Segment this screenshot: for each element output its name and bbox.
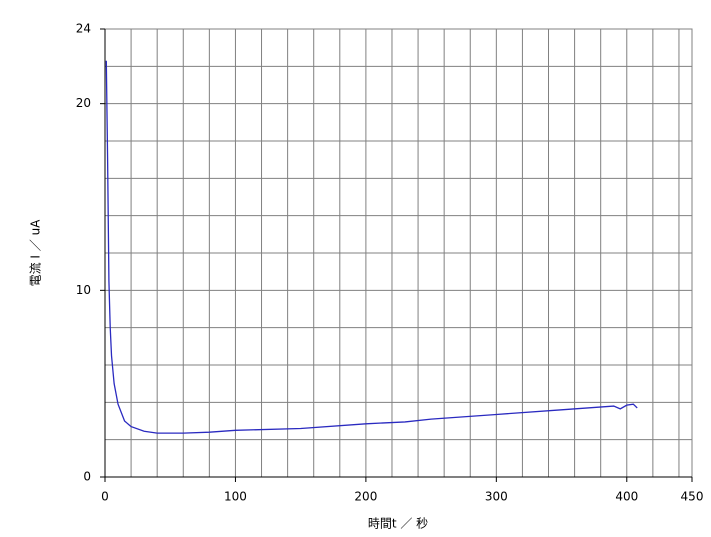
- x-tick-label: 0: [101, 490, 109, 504]
- x-axis-label: 時間t ／ 秒: [368, 517, 428, 531]
- y-axis-label: 電流 I ／ uA: [29, 219, 43, 287]
- y-tick-label: 24: [76, 22, 91, 36]
- y-tick-label: 10: [76, 283, 91, 297]
- y-tick-label: 20: [76, 96, 91, 110]
- x-tick-label: 400: [615, 490, 638, 504]
- data-line: [105, 60, 638, 434]
- x-tick-label: 100: [224, 490, 247, 504]
- x-tick-label: 450: [681, 490, 704, 504]
- x-tick-label: 300: [485, 490, 508, 504]
- x-tick-label: 200: [354, 490, 377, 504]
- y-tick-label: 0: [83, 470, 91, 484]
